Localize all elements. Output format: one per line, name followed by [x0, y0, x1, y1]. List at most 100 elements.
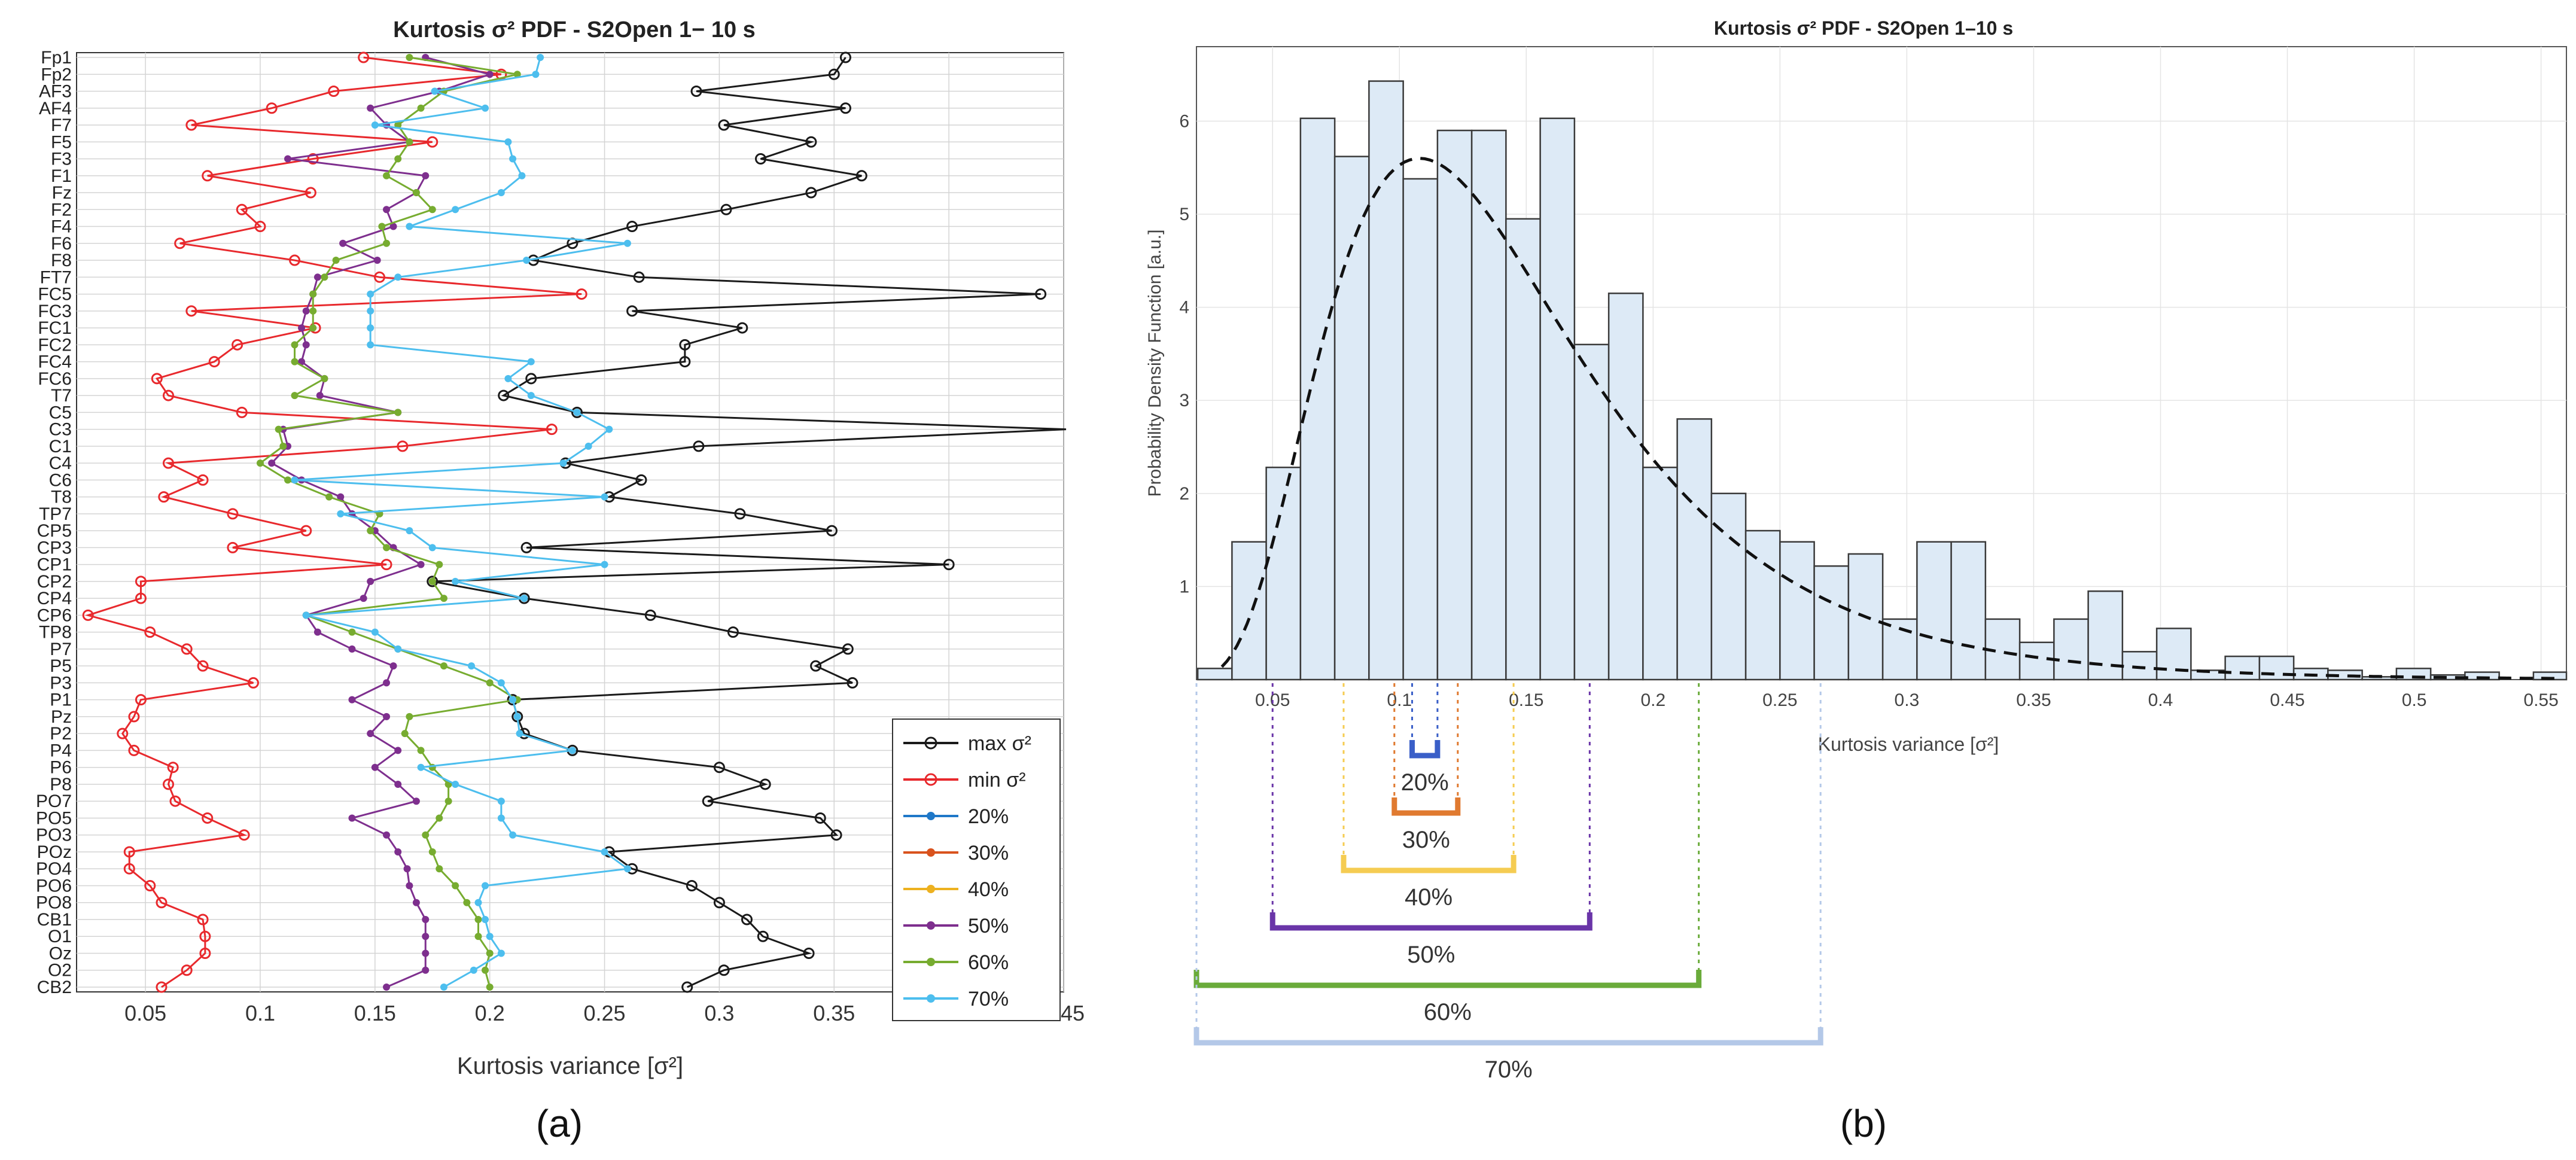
data-point: [805, 187, 817, 199]
data-point: [482, 882, 489, 890]
data-point: [275, 425, 282, 433]
data-point: [482, 915, 489, 923]
data-point: [247, 677, 259, 689]
data-point: [298, 358, 306, 366]
data-point: [527, 358, 535, 366]
histogram-bar: [1813, 565, 1850, 681]
x-tick-label: 0.35: [2016, 690, 2051, 710]
data-point: [497, 797, 505, 805]
data-point: [452, 882, 459, 890]
data-point: [394, 780, 402, 788]
legend-marker: [924, 736, 937, 750]
range-label: 20%: [1401, 769, 1449, 796]
legend-item: 40%: [903, 878, 1009, 901]
data-point: [236, 203, 248, 215]
x-tick-label: 0.4: [2148, 690, 2173, 710]
data-point: [504, 138, 512, 146]
y-tick-label: AF3: [39, 82, 72, 102]
y-tick-label: Pz: [51, 707, 72, 727]
legend-marker: [927, 848, 935, 857]
data-point: [325, 493, 333, 501]
y-tick-label: P2: [50, 724, 72, 744]
chart-b-title: Kurtosis σ² PDF - S2Open 1–10 s: [1714, 17, 2013, 39]
data-point: [513, 71, 521, 78]
data-point: [428, 763, 436, 771]
data-point: [151, 373, 163, 385]
data-point: [397, 440, 409, 452]
data-point: [302, 341, 310, 349]
data-point: [623, 865, 631, 873]
y-tick-label: P7: [50, 640, 72, 659]
data-point: [406, 223, 413, 230]
data-point: [367, 307, 374, 315]
data-point: [463, 899, 471, 906]
data-point: [367, 577, 374, 585]
data-point: [371, 121, 379, 129]
data-point: [573, 409, 581, 416]
histogram-bar: [1333, 156, 1370, 681]
histogram-bar: [2464, 671, 2500, 681]
histogram-bar: [2018, 641, 2055, 681]
data-point: [389, 662, 397, 670]
y-tick-label: TP8: [39, 623, 72, 643]
legend-item: max σ²: [903, 732, 1031, 755]
data-point: [428, 544, 436, 552]
data-point: [383, 544, 391, 552]
data-point: [497, 814, 505, 822]
histogram-bar: [1779, 541, 1815, 681]
data-point: [307, 153, 319, 165]
histogram-bar: [1231, 541, 1267, 681]
data-point: [367, 341, 374, 349]
data-point: [197, 474, 209, 486]
y-tick-label: CB2: [37, 978, 72, 997]
data-point: [144, 879, 156, 891]
data-point: [474, 933, 482, 940]
chart-b-percentile-ranges: 20% 30% 40% 50% 60% 70%: [1193, 683, 1823, 1083]
y-tick-label: 6: [1179, 111, 1189, 131]
data-point: [718, 119, 730, 131]
histogram-bar: [1368, 80, 1404, 681]
y-tick-label: CP6: [37, 605, 72, 625]
legend-item: 70%: [903, 988, 1009, 1010]
data-point: [158, 491, 170, 503]
legend-marker: [927, 994, 935, 1003]
data-point: [422, 966, 430, 974]
histogram-bar: [2121, 651, 2158, 681]
legend-item: min σ²: [903, 769, 1026, 791]
series-min-: [82, 51, 587, 993]
data-point: [633, 271, 645, 283]
data-point: [635, 474, 647, 486]
data-point: [504, 375, 512, 382]
data-point: [842, 643, 854, 655]
data-point: [300, 525, 312, 537]
data-point: [284, 155, 292, 163]
y-tick-label: FC3: [38, 302, 72, 321]
chart-b-y-axis-label: Probability Density Function [a.u.]: [1145, 230, 1165, 497]
data-point: [232, 339, 243, 351]
chart-a-x-axis-label: Kurtosis variance [σ²]: [457, 1053, 683, 1079]
data-point: [757, 930, 769, 942]
legend-marker: [927, 958, 935, 966]
y-tick-label: F8: [51, 251, 72, 270]
legend-label: 50%: [968, 915, 1009, 937]
data-point: [486, 679, 494, 687]
y-tick-label: 4: [1179, 298, 1189, 318]
data-point: [383, 831, 391, 839]
y-tick-label: C5: [49, 403, 72, 422]
y-tick-label: PO8: [36, 893, 72, 913]
legend-label: 30%: [968, 842, 1009, 864]
data-point: [144, 626, 156, 638]
chart-b-bars: [1196, 80, 2568, 681]
x-tick-label: 0.2: [1640, 690, 1665, 710]
data-point: [348, 696, 356, 704]
x-tick-label: 0.2: [475, 1001, 505, 1025]
data-point: [474, 899, 482, 906]
data-point: [302, 307, 310, 315]
data-point: [576, 288, 587, 300]
data-point: [181, 643, 193, 655]
data-point: [626, 221, 638, 233]
panel-label-b: (b): [1840, 1102, 1887, 1145]
y-tick-label: P4: [50, 741, 72, 760]
data-point: [546, 424, 558, 436]
data-point: [601, 493, 608, 501]
